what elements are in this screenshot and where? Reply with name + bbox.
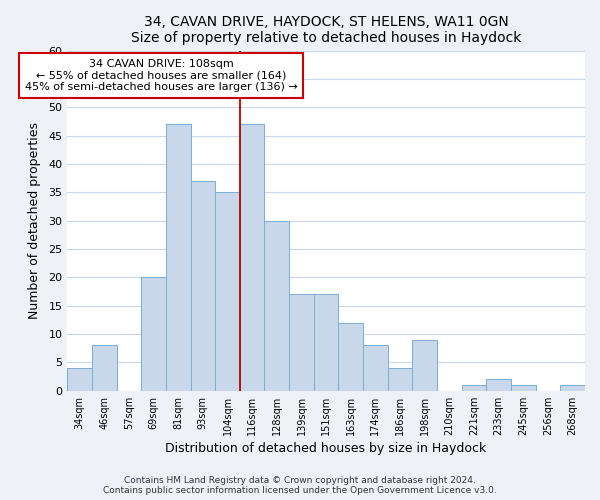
X-axis label: Distribution of detached houses by size in Haydock: Distribution of detached houses by size …: [166, 442, 487, 455]
Bar: [67, 368, 92, 391]
Bar: [141, 278, 166, 391]
Bar: [191, 181, 215, 391]
Text: Contains HM Land Registry data © Crown copyright and database right 2024.
Contai: Contains HM Land Registry data © Crown c…: [103, 476, 497, 495]
Bar: [289, 294, 314, 391]
Bar: [462, 385, 487, 391]
Title: 34, CAVAN DRIVE, HAYDOCK, ST HELENS, WA11 0GN
Size of property relative to detac: 34, CAVAN DRIVE, HAYDOCK, ST HELENS, WA1…: [131, 15, 521, 45]
Bar: [363, 346, 388, 391]
Bar: [487, 380, 511, 391]
Text: 34 CAVAN DRIVE: 108sqm
← 55% of detached houses are smaller (164)
45% of semi-de: 34 CAVAN DRIVE: 108sqm ← 55% of detached…: [25, 59, 297, 92]
Bar: [560, 385, 585, 391]
Bar: [338, 323, 363, 391]
Bar: [511, 385, 536, 391]
Bar: [240, 124, 265, 391]
Bar: [92, 346, 116, 391]
Bar: [215, 192, 240, 391]
Y-axis label: Number of detached properties: Number of detached properties: [28, 122, 41, 319]
Bar: [314, 294, 338, 391]
Bar: [388, 368, 412, 391]
Bar: [265, 220, 289, 391]
Bar: [412, 340, 437, 391]
Bar: [166, 124, 191, 391]
